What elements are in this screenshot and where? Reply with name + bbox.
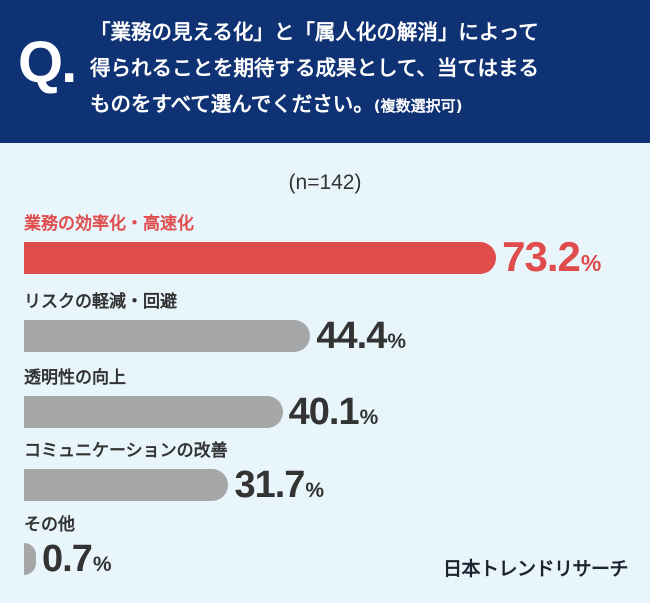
brand-logo: 日本トレンドリサーチ [442,558,629,580]
category-label: コミュニケーションの改善 [24,441,228,461]
value-number: 44.4 [316,315,387,357]
question-note: (複数選択可) [373,97,463,115]
bar [24,543,36,575]
category-label: 透明性の向上 [24,368,126,388]
value-number: 0.7 [42,538,93,580]
question-line-2: 得られることを期待する成果として、当てはまる [90,56,539,80]
value-unit: % [92,553,112,576]
value-label: 0.7% [42,540,112,578]
category-label: リスクの軽減・回避 [24,292,177,312]
bar [24,469,229,501]
value-unit: % [387,330,407,353]
value-unit: % [359,406,379,429]
value-label: 73.2% [502,236,601,278]
value-unit: % [580,250,602,276]
value-label: 31.7% [234,466,324,504]
bar [24,242,497,274]
question-mark: Q. [18,30,77,95]
question-line-3-text: ものをすべて選んでください。 [90,92,374,116]
value-number: 73.2 [502,233,581,280]
sample-size-label: (n=142) [288,171,362,194]
question-header: Q. 「業務の見える化」と「属人化の解消」によって 得られることを期待する成果と… [0,0,650,143]
value-number: 31.7 [234,464,305,506]
value-number: 40.1 [288,391,360,433]
value-unit: % [305,479,325,502]
bar [24,320,311,352]
question-line-3: ものをすべて選んでください。(複数選択可) [90,94,462,115]
bar [24,396,283,428]
category-label: その他 [24,515,75,535]
question-line-1: 「業務の見える化」と「属人化の解消」によって [90,20,539,44]
value-label: 40.1% [289,393,379,431]
category-label: 業務の効率化・高速化 [24,214,194,234]
value-label: 44.4% [316,317,406,355]
